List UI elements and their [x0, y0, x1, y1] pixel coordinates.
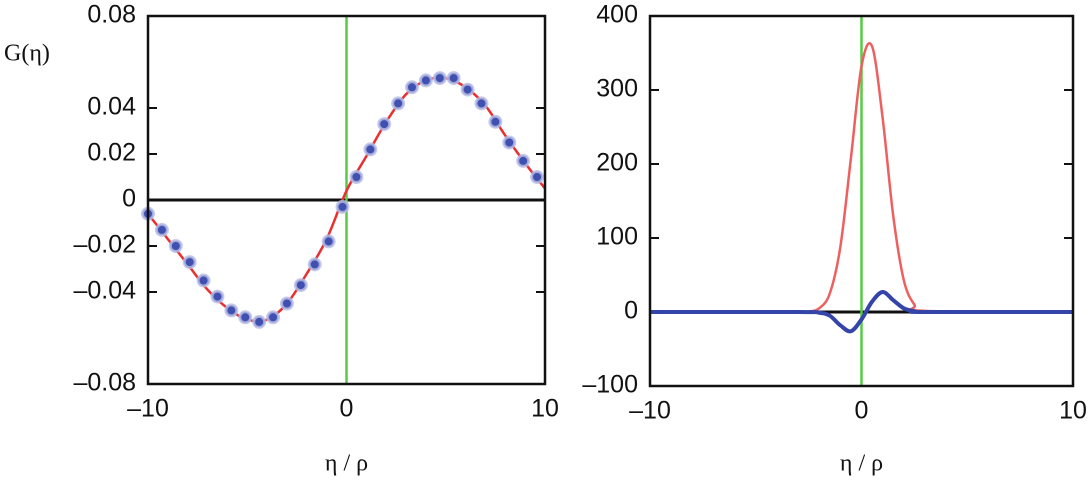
- x-tick-label: 10: [1059, 397, 1087, 425]
- data-point: [279, 296, 294, 311]
- data-point: [432, 71, 447, 86]
- data-point: [224, 303, 239, 318]
- x-axis-label: η / ρ: [325, 451, 368, 477]
- data-point: [168, 239, 183, 253]
- data-point: [418, 73, 433, 88]
- x-tick-label: 0: [340, 395, 354, 423]
- y-tick-label: –0.04: [73, 277, 136, 305]
- data-point: [238, 310, 253, 325]
- data-point: [405, 80, 420, 95]
- y-axis-label: G(η): [4, 41, 50, 67]
- x-tick-label: –10: [127, 395, 169, 423]
- plot-frame: [146, 14, 547, 386]
- y-tick-label: 300: [596, 75, 638, 103]
- data-point: [363, 142, 378, 157]
- data-point: [530, 170, 545, 184]
- x-axis-label: η / ρ: [840, 451, 883, 477]
- y-tick-label: –100: [582, 371, 638, 399]
- y-tick-label: 400: [596, 1, 638, 29]
- y-tick-label: 0: [122, 185, 136, 213]
- data-point: [377, 117, 392, 132]
- data-point: [307, 257, 322, 272]
- data-line: [649, 290, 1074, 334]
- y-tick-label: –0.08: [73, 369, 136, 397]
- data-point: [349, 170, 364, 184]
- data-point: [252, 314, 267, 329]
- data-point: [460, 82, 475, 97]
- y-tick-label: 0.04: [87, 93, 136, 121]
- data-point: [446, 71, 461, 86]
- y-tick-label: 100: [596, 223, 638, 251]
- plot-frame: [648, 14, 1075, 388]
- x-tick-label: –10: [629, 397, 671, 425]
- x-tick-label: 10: [531, 395, 559, 423]
- data-point: [154, 222, 169, 237]
- data-point: [474, 96, 489, 111]
- data-point: [266, 310, 281, 325]
- data-point: [293, 278, 308, 293]
- data-point: [391, 96, 406, 111]
- data-point: [210, 289, 225, 304]
- y-tick-label: –0.02: [73, 231, 136, 259]
- data-point: [182, 255, 197, 270]
- y-tick-label: 0.02: [87, 139, 136, 167]
- x-tick-label: 0: [855, 397, 869, 425]
- y-tick-label: 200: [596, 149, 638, 177]
- data-point: [516, 153, 531, 168]
- data-point: [488, 114, 503, 129]
- y-tick-label: 0.08: [87, 1, 136, 29]
- y-tick-label: 0: [624, 297, 638, 325]
- data-point: [196, 273, 211, 288]
- data-point: [335, 199, 350, 214]
- data-point: [321, 234, 336, 249]
- data-point: [502, 135, 517, 150]
